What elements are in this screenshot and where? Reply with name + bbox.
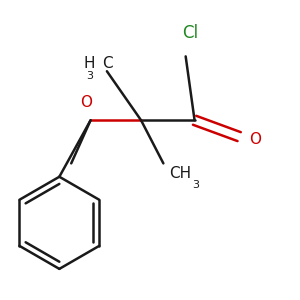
Text: 3: 3 [86,71,94,81]
Text: H: H [83,56,95,71]
Text: Cl: Cl [182,23,198,41]
Text: C: C [102,56,113,71]
Text: O: O [80,95,92,110]
Text: O: O [250,132,262,147]
Text: 3: 3 [192,180,199,190]
Text: CH: CH [169,166,191,181]
